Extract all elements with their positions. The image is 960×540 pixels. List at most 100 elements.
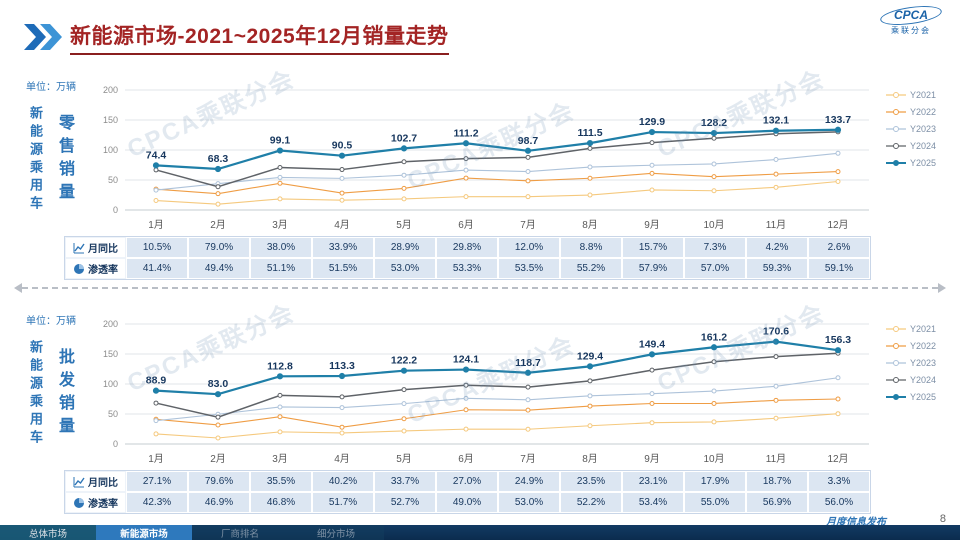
table-cell: 4.2% [746, 237, 808, 258]
marker-y2025 [586, 140, 594, 147]
marker-y2022 [835, 396, 841, 402]
table-cell: 55.2% [560, 258, 622, 279]
marker-y2022 [463, 175, 469, 181]
x-tick-label: 2月 [210, 454, 226, 465]
marker-y2023 [525, 397, 531, 403]
table-cell: 12.0% [498, 237, 560, 258]
retail-plot: 0 50 100 150 200 74.4 68.3 99.1 90.5 102.7 111.2 98… [103, 85, 869, 215]
x-tick-label: 10月 [703, 220, 725, 231]
marker-y2025 [462, 140, 470, 147]
y-tick-label: 50 [108, 175, 118, 185]
marker-y2024 [525, 154, 531, 160]
legend-swatch-icon [886, 91, 906, 98]
marker-y2021 [463, 194, 469, 200]
marker-y2025 [400, 145, 408, 152]
series-line-y2025 [155, 128, 839, 171]
marker-y2021 [153, 431, 159, 437]
table-cell: 53.0% [498, 492, 560, 513]
x-tick-label: 3月 [272, 454, 288, 465]
legend-item-y2021: Y2021 [886, 86, 936, 103]
table-cell: 49.4% [188, 258, 250, 279]
marker-y2023 [835, 375, 841, 381]
marker-y2025 [710, 344, 718, 351]
table-cell: 55.0% [684, 492, 746, 513]
marker-y2022 [401, 416, 407, 422]
data-label: 149.4 [639, 338, 665, 350]
table-cell: 33.9% [312, 237, 374, 258]
marker-y2021 [711, 188, 717, 194]
series-line-y2022 [155, 398, 839, 428]
retail-stats-table: 月同比 10.5% 79.0% 38.0% 33.9% 28.9% 29.8% 12.0% 8.… [64, 236, 871, 280]
marker-y2023 [773, 383, 779, 389]
footer-tabbar: 总体市场 新能源市场 厂商排名 细分市场 [0, 525, 960, 540]
footer-tab-2[interactable]: 厂商排名 [192, 525, 288, 540]
marker-y2025 [772, 127, 780, 134]
footer-tab-0[interactable]: 总体市场 [0, 525, 96, 540]
marker-y2022 [835, 169, 841, 175]
measure-label-vertical: 批发销量 [56, 348, 73, 440]
marker-y2024 [463, 382, 469, 388]
marker-y2021 [835, 179, 841, 184]
legend-label: Y2021 [910, 89, 937, 100]
row-label-penetration: 渗透率 [65, 492, 126, 513]
table-cell: 57.9% [622, 258, 684, 279]
marker-y2022 [587, 403, 593, 409]
legend-label: Y2022 [910, 106, 937, 117]
marker-y2022 [277, 180, 283, 186]
marker-y2022 [215, 422, 221, 428]
table-cell: 52.7% [374, 492, 436, 513]
marker-y2024 [401, 387, 407, 393]
marker-y2022 [649, 170, 655, 176]
marker-y2022 [773, 171, 779, 177]
marker-y2021 [401, 428, 407, 434]
category-label-vertical: 新能源乘用车 [28, 106, 43, 214]
legend-label: Y2023 [910, 123, 937, 134]
cpca-logo: CPCA 乘联分会 [872, 2, 950, 36]
marker-y2022 [401, 185, 407, 191]
pie-chart-icon [74, 263, 84, 274]
line-chart-icon [73, 242, 85, 253]
marker-y2023 [153, 418, 159, 424]
row-label-text: 月同比 [88, 244, 118, 255]
x-tick-label: 10月 [703, 454, 725, 465]
data-label: 129.9 [639, 116, 665, 128]
table-cell: 24.9% [498, 471, 560, 492]
marker-y2024 [153, 167, 159, 173]
legend-item-y2023: Y2023 [886, 120, 936, 137]
table-cell: 23.1% [622, 471, 684, 492]
pie-chart-icon [74, 497, 84, 508]
table-cell: 2.6% [808, 237, 870, 258]
table-cell: 59.3% [746, 258, 808, 279]
table-cell: 35.5% [250, 471, 312, 492]
x-tick-label: 6月 [458, 220, 474, 231]
footer-tab-3[interactable]: 细分市场 [288, 525, 384, 540]
table-cell: 33.7% [374, 471, 436, 492]
y-tick-label: 100 [103, 379, 118, 389]
legend-swatch-icon [886, 393, 906, 400]
marker-y2021 [339, 197, 345, 203]
y-tick-label: 150 [103, 115, 118, 125]
retail-line-chart: 0 50 100 150 200 74.4 68.3 99.1 90.5 102.7 111.2 98… [90, 80, 882, 222]
table-cell: 17.9% [684, 471, 746, 492]
marker-y2025 [524, 369, 532, 376]
marker-y2021 [525, 194, 531, 200]
series-line-y2023 [155, 377, 839, 422]
table-cell: 79.0% [188, 237, 250, 258]
table-cell: 49.0% [436, 492, 498, 513]
marker-y2021 [835, 411, 841, 417]
legend-item-y2024: Y2024 [886, 137, 936, 154]
table-cell: 28.9% [374, 237, 436, 258]
table-cell: 40.2% [312, 471, 374, 492]
section-separator [14, 283, 946, 293]
legend-item-y2023: Y2023 [886, 354, 936, 371]
data-label: 90.5 [332, 140, 353, 152]
footer-tab-1[interactable]: 新能源市场 [96, 525, 192, 540]
marker-y2021 [711, 419, 717, 425]
marker-y2023 [401, 401, 407, 407]
marker-y2022 [339, 424, 345, 430]
marker-y2021 [773, 184, 779, 190]
legend-swatch-icon [886, 325, 906, 332]
marker-y2024 [153, 400, 159, 406]
marker-y2024 [711, 359, 717, 365]
legend-label: Y2024 [910, 374, 937, 385]
